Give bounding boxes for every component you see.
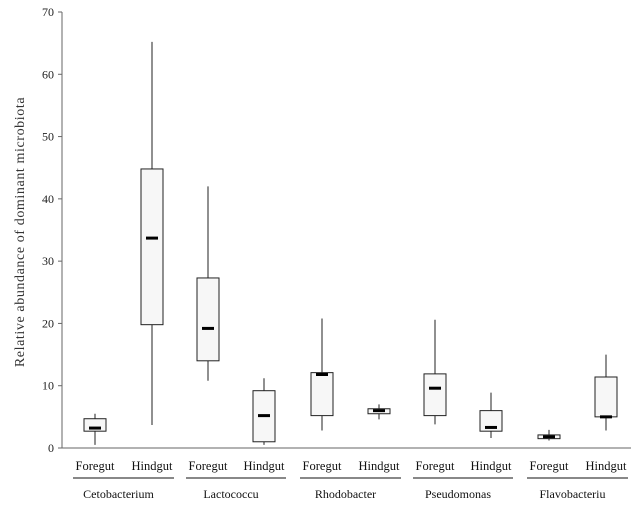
category-label: Hindgut [359, 459, 401, 473]
box-cetobacterium-hindgut [140, 41, 164, 425]
category-label: Hindgut [132, 459, 174, 473]
y-tick-label: 70 [42, 5, 54, 19]
category-label: Hindgut [586, 459, 628, 473]
y-axis-label: Relative abundance of dominant microbiot… [13, 97, 28, 367]
box-rhodobacter-foregut [310, 318, 334, 431]
group-label: Rhodobacter [315, 487, 376, 501]
group-label: Cetobacterium [83, 487, 154, 501]
category-label: Foregut [189, 459, 228, 473]
box-rhodobacter-hindgut [367, 404, 391, 420]
y-tick-label: 10 [42, 379, 54, 393]
category-label: Foregut [416, 459, 455, 473]
box-iqr [594, 376, 618, 418]
box-iqr [140, 168, 164, 326]
box-flavobacteriu-hindgut [594, 354, 618, 431]
box-flavobacteriu-foregut [537, 429, 561, 441]
box-iqr [310, 372, 334, 417]
y-tick-label: 60 [42, 67, 54, 81]
y-tick-label: 20 [42, 316, 54, 330]
boxes [83, 41, 618, 445]
box-lactococcu-foregut [196, 186, 220, 381]
box-pseudomonas-foregut [423, 319, 447, 425]
category-label: Hindgut [471, 459, 513, 473]
y-tick-label: 40 [42, 192, 54, 206]
category-label: Foregut [76, 459, 115, 473]
box-iqr [196, 277, 220, 362]
category-labels: Foregut Hindgut Cetobacterium Foregut Hindgu… [73, 459, 628, 501]
axes: 0 10 20 30 40 50 60 70 [42, 5, 631, 455]
category-label: Hindgut [244, 459, 286, 473]
box-lactococcu-hindgut [252, 378, 276, 445]
box-pseudomonas-hindgut [479, 392, 503, 439]
group-label: Flavobacteriu [540, 487, 606, 501]
box-iqr [423, 373, 447, 417]
category-label: Foregut [303, 459, 342, 473]
y-tick-label: 0 [48, 441, 54, 455]
y-tick-label: 50 [42, 130, 54, 144]
group-label: Pseudomonas [425, 487, 491, 501]
box-cetobacterium-foregut [83, 413, 107, 445]
category-label: Foregut [530, 459, 569, 473]
group-label: Lactococcu [203, 487, 258, 501]
y-tick-label: 30 [42, 254, 54, 268]
